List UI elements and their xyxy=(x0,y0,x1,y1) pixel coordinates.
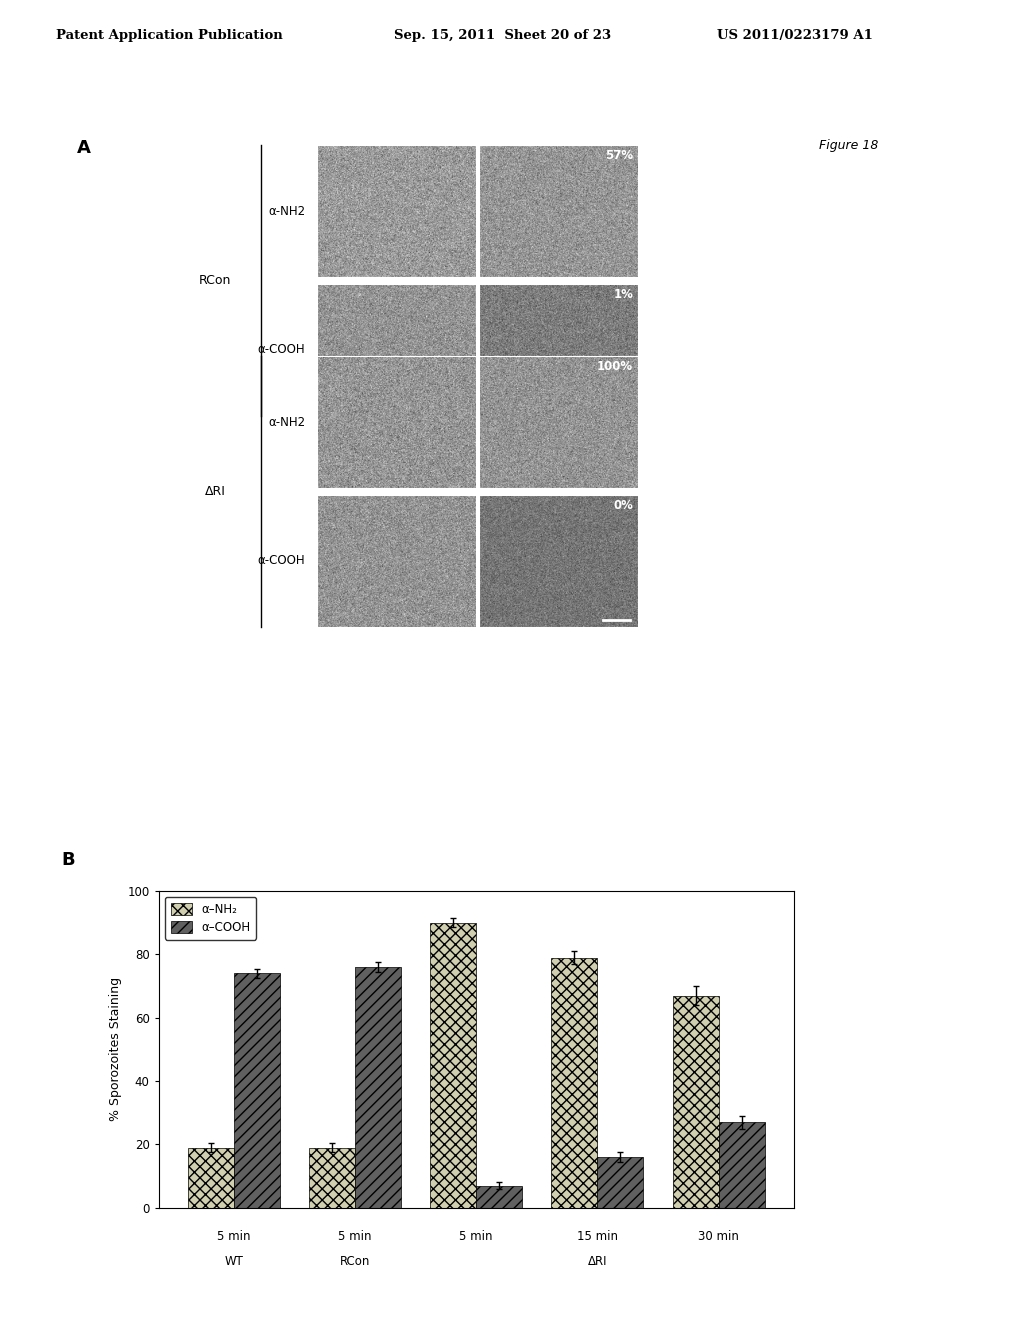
Bar xyxy=(719,1122,765,1208)
Text: RCon: RCon xyxy=(199,275,231,286)
Bar xyxy=(187,1147,233,1208)
Text: RCon: RCon xyxy=(340,1255,370,1269)
Bar xyxy=(430,923,476,1208)
Text: 100%: 100% xyxy=(597,360,633,374)
Text: α-COOH: α-COOH xyxy=(257,343,305,356)
Text: α-COOH: α-COOH xyxy=(257,554,305,568)
Y-axis label: % Sporozoites Staining: % Sporozoites Staining xyxy=(109,977,122,1122)
Text: α-NH2: α-NH2 xyxy=(268,416,305,429)
Text: 5 min: 5 min xyxy=(338,1230,372,1243)
Text: α-NH2: α-NH2 xyxy=(268,205,305,218)
Legend: α–NH₂, α–COOH: α–NH₂, α–COOH xyxy=(165,896,256,940)
Bar xyxy=(551,957,597,1208)
Bar xyxy=(309,1147,355,1208)
Bar xyxy=(673,995,719,1208)
Bar xyxy=(476,1185,522,1208)
Text: 0%: 0% xyxy=(613,499,633,512)
Text: US 2011/0223179 A1: US 2011/0223179 A1 xyxy=(717,29,872,42)
Bar xyxy=(233,973,280,1208)
Text: 5 min: 5 min xyxy=(460,1230,493,1243)
Text: Patent Application Publication: Patent Application Publication xyxy=(56,29,283,42)
Text: 57%: 57% xyxy=(605,149,633,162)
Text: Figure 18: Figure 18 xyxy=(819,139,879,152)
Bar xyxy=(355,968,401,1208)
Text: Sep. 15, 2011  Sheet 20 of 23: Sep. 15, 2011 Sheet 20 of 23 xyxy=(394,29,611,42)
Text: B: B xyxy=(61,851,75,870)
Text: 1%: 1% xyxy=(613,288,633,301)
Bar xyxy=(597,1158,643,1208)
Text: A: A xyxy=(77,139,91,157)
Text: 15 min: 15 min xyxy=(577,1230,617,1243)
Text: 30 min: 30 min xyxy=(698,1230,739,1243)
Text: 5 min: 5 min xyxy=(217,1230,251,1243)
Text: ΔRI: ΔRI xyxy=(588,1255,607,1269)
Text: WT: WT xyxy=(224,1255,243,1269)
Text: ΔRI: ΔRI xyxy=(205,486,225,498)
